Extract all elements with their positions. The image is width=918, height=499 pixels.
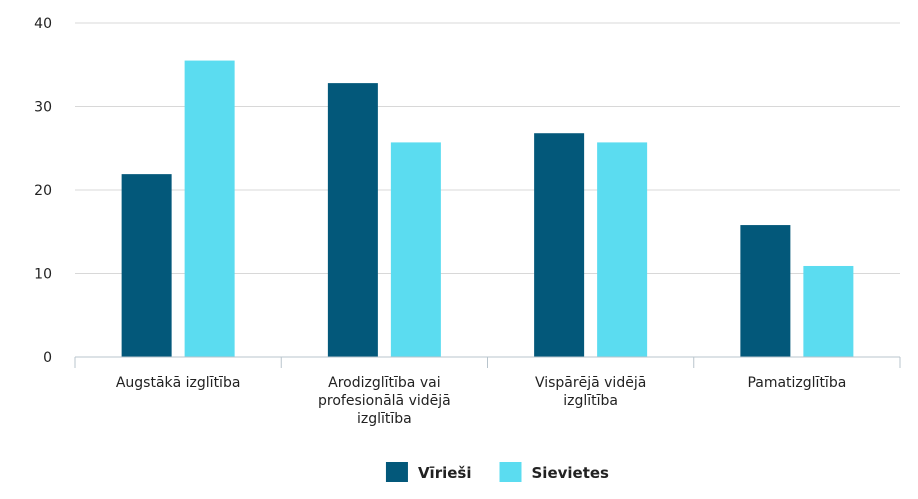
legend-label: Vīrieši [418,464,472,482]
y-tick-label: 10 [34,267,52,283]
bar-sievietes [597,142,648,357]
x-category-label: izglītība [563,393,618,409]
legend-item[interactable]: Vīrieši [385,462,472,482]
x-category-label: Pamatizglītība [747,375,846,391]
y-tick-label: 0 [43,350,52,366]
x-category-label: Arodizglītība vai [328,375,440,391]
bars [121,60,854,358]
x-category-label: profesionālā vidējā [318,393,451,409]
y-tick-label: 30 [34,100,52,116]
x-category-label: izglītība [357,411,412,427]
legend-label: Sievietes [531,464,609,482]
legend-item[interactable]: Sievietes [499,462,609,482]
bar-virieši [534,133,585,357]
x-category-label: Augstākā izglītība [116,375,241,391]
bar-virieši [327,83,378,358]
legend-swatch [499,462,522,482]
x-axis: Augstākā izglītība Arodizglītība vai profe… [74,356,901,427]
x-category-label: Vispārējā vidējā [535,375,646,391]
bar-sievietes [803,265,854,357]
legend-swatch [385,462,408,482]
y-tick-label: 20 [34,183,52,199]
bar-sievietes [184,60,235,357]
bar-virieši [121,174,172,357]
bar-virieši [740,225,791,357]
bar-sievietes [390,142,441,357]
legend: Vīrieši Sievietes [385,462,609,482]
y-tick-label: 40 [34,16,52,32]
y-axis: 0 10 20 30 40 [34,16,52,366]
